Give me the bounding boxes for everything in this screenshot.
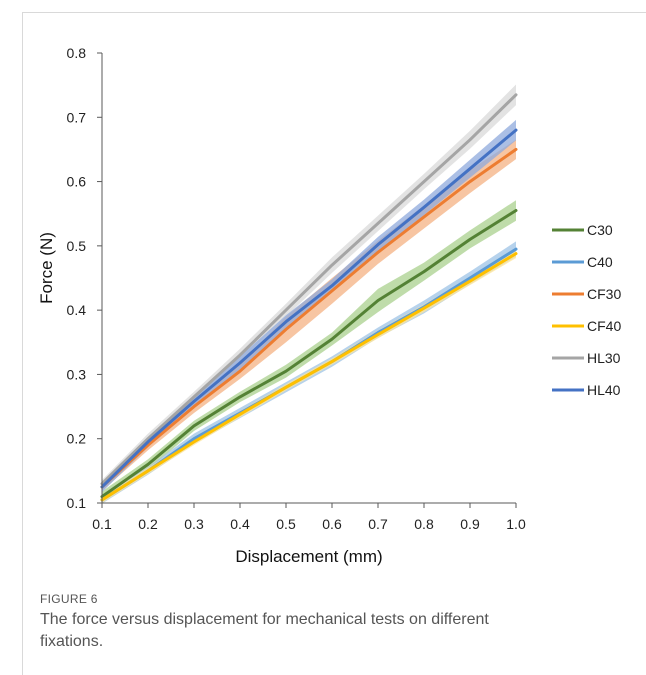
figure-label: FIGURE 6 [40,592,98,606]
x-axis-title: Displacement (mm) [235,547,382,566]
legend-label-cf30: CF30 [587,286,621,302]
line-cf30 [100,147,518,489]
legend-label-hl40: HL40 [587,382,621,398]
line-hl30 [100,93,518,486]
y-tick-label: 0.5 [67,238,87,254]
chart-axes [101,53,516,504]
x-tick-label: 0.5 [276,516,296,532]
y-tick-label: 0.3 [67,366,87,382]
band-hl40 [102,119,516,493]
line-hl40 [100,128,518,489]
x-tick-label: 0.1 [92,516,112,532]
legend-label-cf40: CF40 [587,318,621,334]
figure-top-border [22,12,646,13]
x-tick-label: 0.9 [460,516,480,532]
x-tick-label: 0.6 [322,516,342,532]
legend-label-c30: C30 [587,222,613,238]
y-axis-ticks: 0.1 0.2 0.3 0.4 0.5 0.6 0.7 0.8 [67,45,102,511]
legend-label-c40: C40 [587,254,613,270]
y-tick-label: 0.6 [67,174,87,190]
figure-left-border [22,12,23,675]
y-tick-label: 0.2 [67,431,87,447]
figure-caption: The force versus displacement for mechan… [40,611,489,650]
line-cf40 [100,252,518,502]
y-axis-title: Force (N) [37,232,56,304]
x-tick-label: 0.8 [414,516,434,532]
confidence-bands [102,84,516,504]
band-c30 [102,200,516,502]
x-tick-label: 0.2 [138,516,158,532]
force-displacement-chart: 0.1 0.2 0.3 0.4 0.5 0.6 0.7 0.8 0.1 0.2 0.3 0.4 0.5… [37,45,621,566]
chart-legend: C30 C40 CF30 CF40 HL30 HL40 [552,222,621,398]
x-tick-label: 0.3 [184,516,204,532]
x-axis-ticks: 0.1 0.2 0.3 0.4 0.5 0.6 0.7 0.8 0.9 1.0 [92,503,526,532]
series-lines [100,93,518,502]
y-tick-label: 0.8 [67,45,87,61]
y-tick-label: 0.4 [67,302,87,318]
legend-label-hl30: HL30 [587,350,621,366]
x-tick-label: 0.4 [230,516,250,532]
line-c30 [100,209,518,499]
x-tick-label: 0.7 [368,516,388,532]
y-tick-label: 0.1 [67,495,87,511]
y-tick-label: 0.7 [67,109,87,125]
x-tick-label: 1.0 [506,516,526,532]
